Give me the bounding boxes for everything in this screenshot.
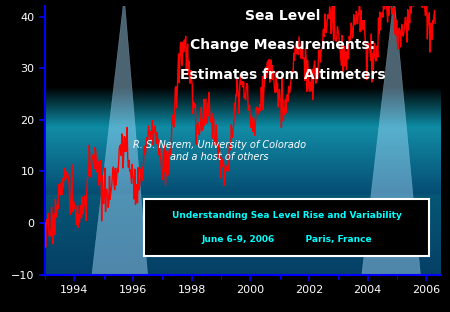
Text: Change Measurements:: Change Measurements: xyxy=(190,38,375,52)
Text: Estimates from Altimeters: Estimates from Altimeters xyxy=(180,68,385,82)
Polygon shape xyxy=(92,0,148,275)
Text: R. S. Nerem, University of Colorado
and a host of others: R. S. Nerem, University of Colorado and … xyxy=(133,140,306,162)
FancyBboxPatch shape xyxy=(144,199,429,256)
Text: June 6-9, 2006          Paris, France: June 6-9, 2006 Paris, France xyxy=(201,235,372,244)
Polygon shape xyxy=(362,0,420,275)
Text: Sea Level: Sea Level xyxy=(245,9,320,23)
Text: Understanding Sea Level Rise and Variability: Understanding Sea Level Rise and Variabi… xyxy=(171,211,401,220)
